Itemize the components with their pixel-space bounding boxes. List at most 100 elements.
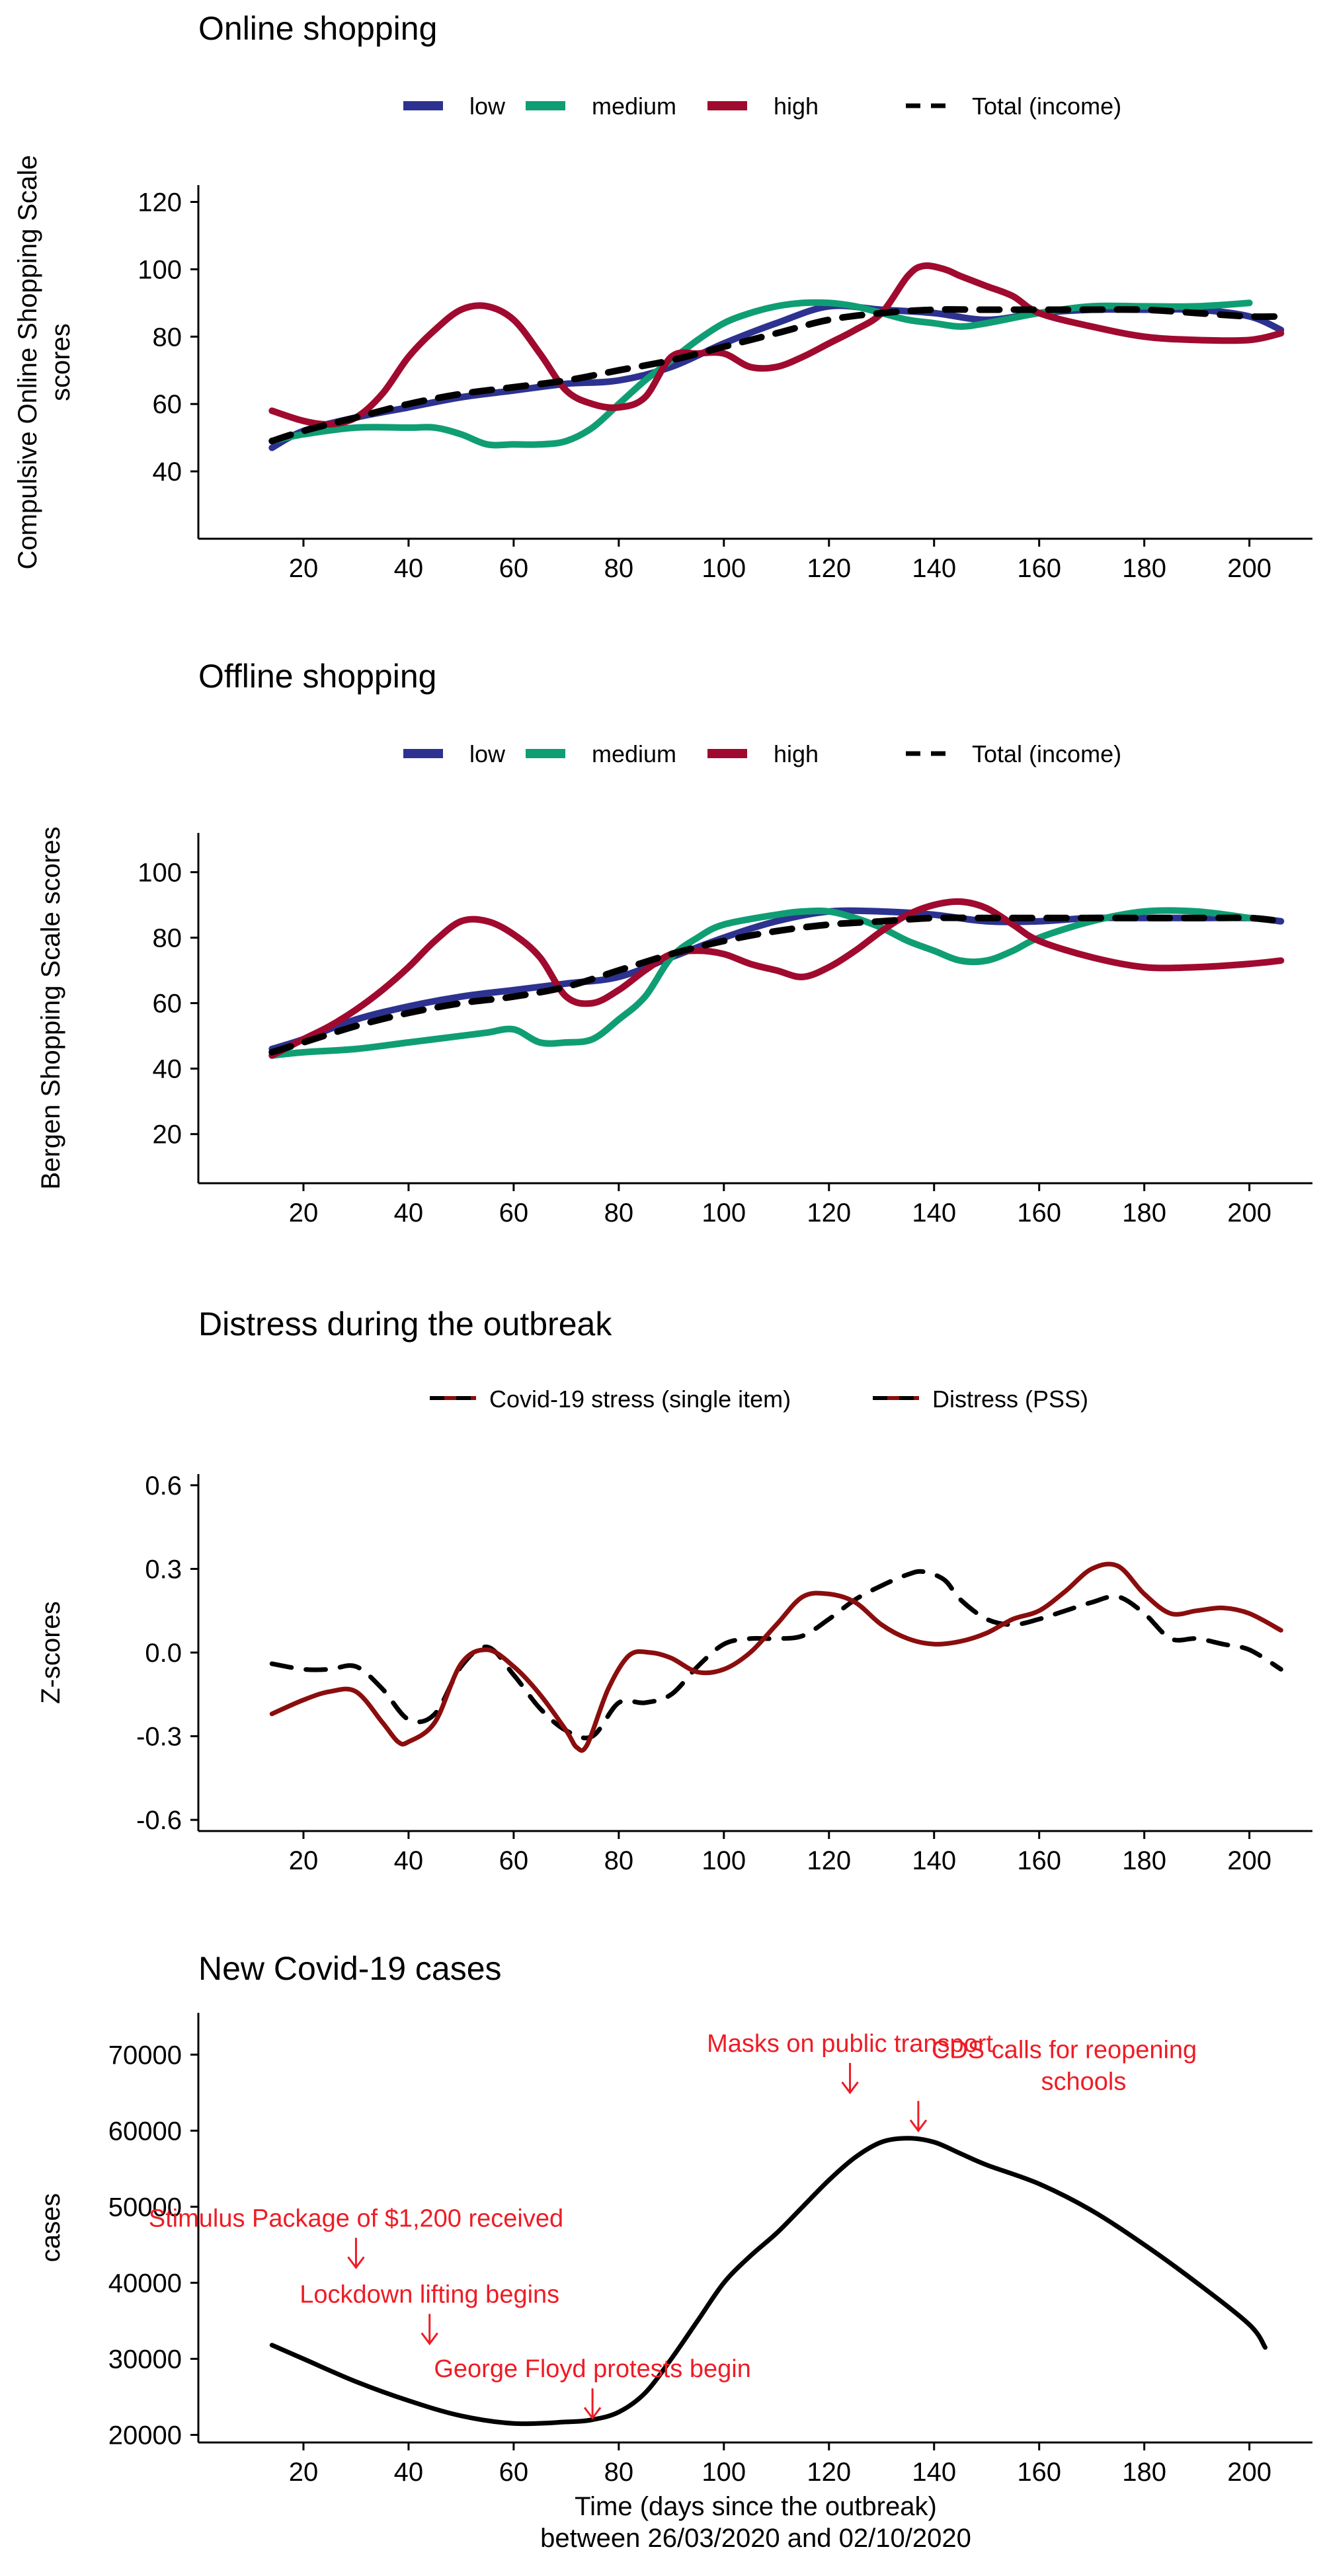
- series-line-total-income: [268, 914, 1285, 1056]
- y-tick-label: 0.0: [145, 1639, 182, 1668]
- y-axis-label: Z-scores: [36, 1601, 65, 1704]
- legend-item: high: [707, 740, 819, 767]
- series-line-high: [268, 262, 1285, 428]
- annotation-arrowhead: [909, 2119, 928, 2132]
- chart-panel-2: Offline shopping low medium high Total (inco…: [36, 658, 1312, 1228]
- y-tick-label: 100: [138, 255, 182, 284]
- y-tick-label: 120: [138, 188, 182, 217]
- y-axis-label: cases: [36, 2193, 65, 2263]
- x-tick-label: 200: [1227, 554, 1271, 583]
- annotation-label: Lockdown lifting begins: [300, 2281, 559, 2308]
- x-tick-label: 40: [394, 1198, 424, 1228]
- legend-label: Covid-19 stress (single item): [489, 1386, 791, 1413]
- annotation: George Floyd protests begin: [434, 2355, 751, 2420]
- x-tick-label: 60: [499, 1198, 529, 1228]
- series-line-medium: [268, 907, 1253, 1059]
- series-line: [269, 2136, 1267, 2427]
- chart-title: New Covid-19 cases: [198, 1950, 502, 1987]
- legend-item: medium: [526, 93, 676, 120]
- legend-label: high: [774, 740, 819, 767]
- x-tick-label: 20: [289, 1846, 319, 1875]
- legend-item: Total (income): [906, 93, 1121, 120]
- y-tick-label: -0.6: [136, 1806, 182, 1835]
- x-tick-label: 120: [807, 2458, 851, 2487]
- y-tick-label: 20: [153, 1120, 182, 1150]
- legend-item: high: [707, 93, 819, 120]
- x-tick-label: 60: [499, 554, 529, 583]
- x-tick-label: 40: [394, 1846, 424, 1875]
- x-tick-label: 160: [1017, 1846, 1061, 1875]
- annotation: Stimulus Package of $1,200 received: [149, 2205, 563, 2269]
- legend-label: low: [469, 740, 506, 767]
- x-tick-label: 180: [1122, 1846, 1166, 1875]
- y-axis-label: Compulsive Online Shopping Scale: [13, 155, 42, 569]
- annotation-arrowhead: [421, 2332, 438, 2345]
- chart-panel-1: Online shopping low medium high Total (incom…: [13, 10, 1312, 583]
- series-line-total-income: [268, 306, 1285, 445]
- y-tick-label: 60000: [108, 2117, 182, 2146]
- legend-label: high: [774, 93, 819, 120]
- legend-item: Distress (PSS): [873, 1386, 1088, 1413]
- x-tick-label: 140: [912, 1198, 956, 1228]
- annotation-label: George Floyd protests begin: [434, 2355, 751, 2383]
- x-tick-label: 80: [604, 1846, 634, 1875]
- legend-label: medium: [592, 93, 676, 120]
- legend-item: Covid-19 stress (single item): [430, 1386, 791, 1413]
- y-tick-label: 50000: [108, 2193, 182, 2222]
- x-tick-label: 100: [702, 2458, 746, 2487]
- legend-label: Total (income): [972, 93, 1121, 120]
- y-tick-label: 40000: [108, 2269, 182, 2298]
- x-tick-label: 200: [1227, 1198, 1271, 1228]
- x-tick-label: 140: [912, 554, 956, 583]
- x-tick-label: 40: [394, 2458, 424, 2487]
- y-tick-label: 60: [153, 390, 182, 419]
- x-tick-label: 180: [1122, 2458, 1166, 2487]
- x-tick-label: 180: [1122, 554, 1166, 583]
- y-tick-label: 70000: [108, 2041, 182, 2070]
- legend-label: medium: [592, 740, 676, 767]
- chart-title: Distress during the outbreak: [198, 1306, 612, 1343]
- annotation: Lockdown lifting begins: [300, 2281, 559, 2345]
- chart-panel-3: Distress during the outbreak Covid-19 str…: [36, 1306, 1312, 1875]
- series-line-medium: [268, 299, 1253, 449]
- x-tick-label: 60: [499, 1846, 529, 1875]
- y-tick-label: 40: [153, 457, 182, 487]
- x-tick-label: 100: [702, 1846, 746, 1875]
- annotation-label: CDS calls for reopening: [932, 2036, 1197, 2064]
- legend-item: medium: [526, 740, 676, 767]
- x-axis-label: between 26/03/2020 and 02/10/2020: [540, 2524, 971, 2553]
- legend-label: Distress (PSS): [932, 1386, 1088, 1413]
- x-tick-label: 160: [1017, 1198, 1061, 1228]
- x-tick-label: 120: [807, 1846, 851, 1875]
- chart-title: Online shopping: [198, 10, 437, 47]
- annotation-label: Stimulus Package of $1,200 received: [149, 2205, 563, 2232]
- annotation-label: Masks on public transport: [707, 2030, 993, 2058]
- x-tick-label: 160: [1017, 554, 1061, 583]
- legend-item: low: [403, 740, 506, 767]
- y-tick-label: -0.3: [136, 1723, 182, 1752]
- series-line-distress-pss: [269, 1561, 1283, 1753]
- legend-label: Total (income): [972, 740, 1121, 767]
- annotation: Masks on public transport: [707, 2030, 993, 2095]
- y-tick-label: 60: [153, 990, 182, 1019]
- annotation-label: schools: [1041, 2068, 1126, 2095]
- y-tick-label: 0.3: [145, 1555, 182, 1584]
- annotation-arrowhead: [347, 2256, 365, 2269]
- x-axis-label: Time (days since the outbreak): [575, 2492, 937, 2521]
- x-tick-label: 140: [912, 2458, 956, 2487]
- x-tick-label: 180: [1122, 1198, 1166, 1228]
- series-line-high: [268, 898, 1285, 1059]
- x-tick-label: 100: [702, 1198, 746, 1228]
- x-tick-label: 20: [289, 1198, 319, 1228]
- legend-item: Total (income): [906, 740, 1121, 767]
- x-tick-label: 200: [1227, 1846, 1271, 1875]
- x-tick-label: 20: [289, 2458, 319, 2487]
- x-tick-label: 120: [807, 554, 851, 583]
- y-tick-label: 0.6: [145, 1471, 182, 1501]
- y-axis-label: scores: [46, 323, 75, 401]
- x-tick-label: 100: [702, 554, 746, 583]
- x-tick-label: 60: [499, 2458, 529, 2487]
- legend-item: low: [403, 93, 506, 120]
- x-tick-label: 80: [604, 554, 634, 583]
